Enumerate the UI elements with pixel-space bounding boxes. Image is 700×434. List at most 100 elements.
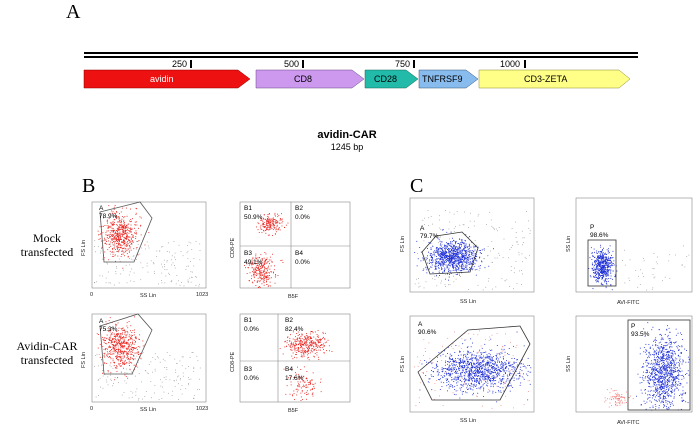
event-dot [310,341,312,342]
event-dot [471,354,473,356]
event-dot [477,392,479,394]
event-dot [502,364,504,366]
event-dot [122,242,124,243]
event-dot [107,227,109,229]
event-dot [193,370,195,372]
event-dot [418,282,420,284]
event-dot [447,337,449,339]
event-dot [117,345,119,347]
event-dot [263,217,264,219]
event-dot [481,261,483,263]
event-dot [471,383,473,385]
event-dot [268,220,270,222]
event-dot [523,373,524,375]
event-dot [462,256,464,258]
event-dot [266,262,268,264]
event-dot [262,225,264,227]
event-dot [132,259,134,261]
event-dot [599,266,601,267]
event-dot [293,393,295,395]
event-dot [112,235,113,237]
event-dot [607,280,609,282]
event-dot [190,242,192,244]
event-dot [523,377,524,379]
event-dot [438,267,440,269]
event-dot [124,225,125,227]
event-dot [497,366,499,368]
event-dot [498,360,500,362]
event-dot [486,363,488,365]
event-dot [146,265,148,267]
event-dot [445,264,447,266]
event-dot [183,285,185,287]
event-dot [431,262,433,264]
event-dot [260,217,262,219]
event-dot [128,239,130,241]
event-dot [118,241,120,242]
event-dot [291,355,293,357]
event-dot [110,374,111,376]
event-dot [129,236,131,238]
event-dot [318,336,319,338]
event-dot [443,250,445,252]
event-dot [258,232,260,233]
event-dot [607,250,609,252]
event-dot [108,225,110,227]
event-dot [267,261,269,263]
event-dot [447,259,448,261]
event-dot [117,342,119,344]
event-dot [463,361,465,363]
event-dot [111,227,113,229]
event-dot [127,243,129,244]
event-dot [268,225,270,227]
event-dot [112,347,114,349]
event-dot [444,257,446,259]
event-dot [453,244,454,246]
event-dot [426,371,428,372]
event-dot [108,336,110,338]
event-dot [471,367,473,369]
event-dot [316,345,318,347]
event-dot [487,255,489,256]
event-dot [509,382,511,384]
event-dot [280,218,282,220]
event-dot [263,226,264,228]
event-dot [461,242,463,243]
event-dot [307,352,309,354]
event-dot [517,364,519,366]
event-dot [474,363,476,365]
event-dot [256,282,258,283]
event-dot [425,351,426,352]
event-dot [315,338,317,340]
event-dot [493,380,495,381]
event-dot [420,360,421,361]
event-dot [603,257,605,259]
event-dot [466,347,468,348]
event-dot [125,244,127,245]
event-dot [442,255,444,257]
event-dot [305,343,307,345]
event-dot [496,375,498,377]
event-dot [456,262,458,264]
event-dot [521,253,523,255]
event-dot [120,343,121,345]
event-dot [608,263,610,264]
event-dot [122,330,124,332]
event-dot [260,278,262,279]
event-dot [594,257,595,258]
event-dot [124,232,126,234]
event-dot [121,337,123,339]
event-dot [439,255,441,257]
event-dot [306,341,308,343]
event-dot [312,388,313,390]
event-dot [110,341,112,343]
event-dot [103,341,105,343]
event-dot [445,355,447,357]
event-dot [461,365,463,366]
event-dot [483,380,485,381]
event-dot [429,262,431,263]
event-dot [108,234,110,236]
event-dot [513,377,515,379]
event-dot [460,251,462,253]
event-dot [310,342,312,343]
